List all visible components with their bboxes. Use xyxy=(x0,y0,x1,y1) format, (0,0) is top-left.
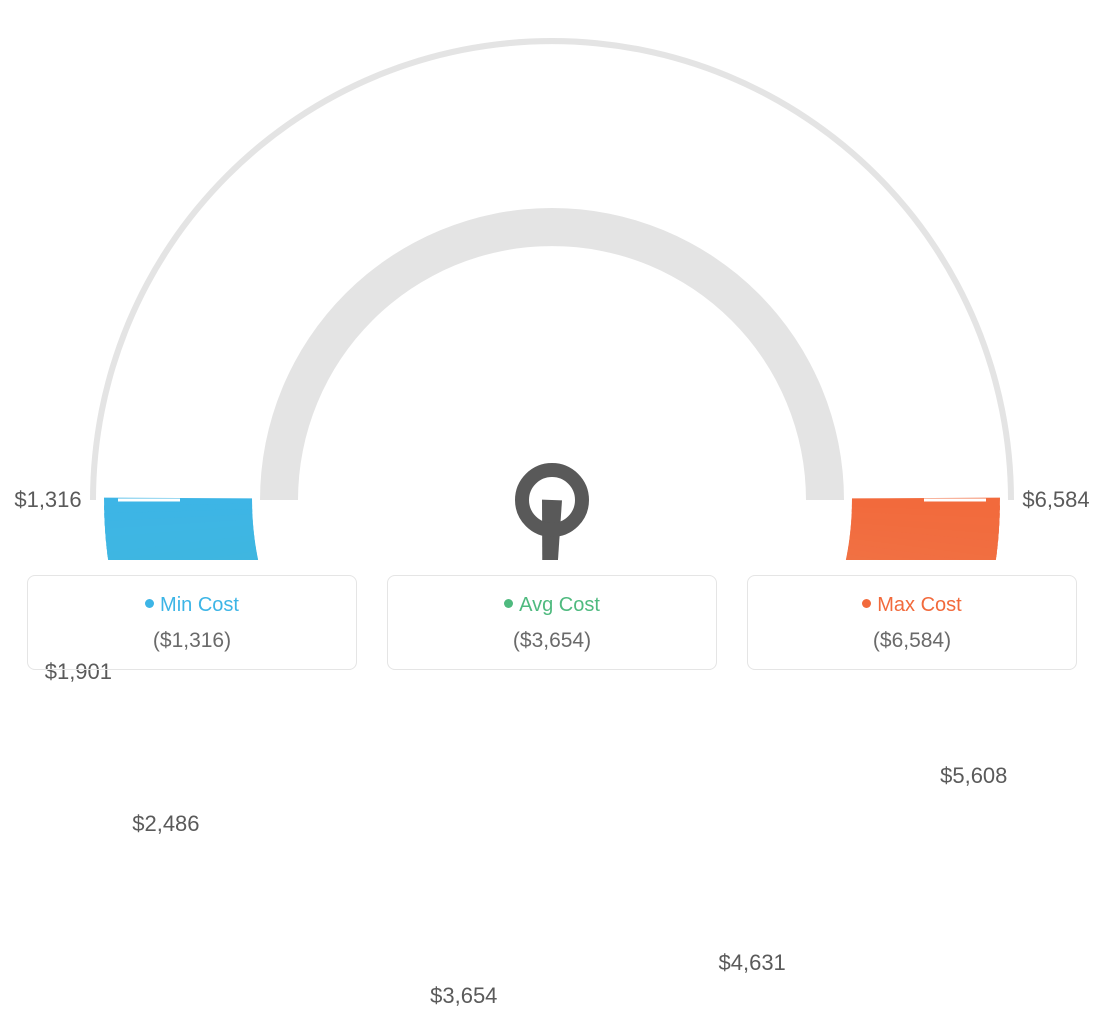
legend-avg-value: ($3,654) xyxy=(398,629,706,653)
legend-max-dot xyxy=(862,599,871,608)
legend-row: Min Cost ($1,316) Avg Cost ($3,654) Max … xyxy=(0,575,1104,670)
legend-avg-label: Avg Cost xyxy=(519,594,600,616)
gauge-tick-label: $5,608 xyxy=(940,763,1007,789)
legend-avg-dot xyxy=(504,599,513,608)
legend-min-label: Min Cost xyxy=(160,594,239,616)
legend-avg-box: Avg Cost ($3,654) xyxy=(387,575,717,670)
gauge-tick-label: $2,486 xyxy=(132,811,199,837)
gauge-tick-label: $3,654 xyxy=(430,983,497,1009)
gauge-tick-label: $6,584 xyxy=(1022,487,1089,513)
legend-max-title: Max Cost xyxy=(758,594,1066,617)
gauge-tick-label: $1,316 xyxy=(14,487,81,513)
legend-min-value: ($1,316) xyxy=(38,629,346,653)
legend-min-dot xyxy=(145,599,154,608)
legend-max-box: Max Cost ($6,584) xyxy=(747,575,1077,670)
gauge-svg xyxy=(0,0,1104,560)
legend-avg-title: Avg Cost xyxy=(398,594,706,617)
legend-min-box: Min Cost ($1,316) xyxy=(27,575,357,670)
legend-max-label: Max Cost xyxy=(877,594,961,616)
gauge-chart: $1,316$1,901$2,486$3,654$4,631$5,608$6,5… xyxy=(0,0,1104,560)
gauge-tick-label: $4,631 xyxy=(719,950,786,976)
legend-max-value: ($6,584) xyxy=(758,629,1066,653)
legend-min-title: Min Cost xyxy=(38,594,346,617)
